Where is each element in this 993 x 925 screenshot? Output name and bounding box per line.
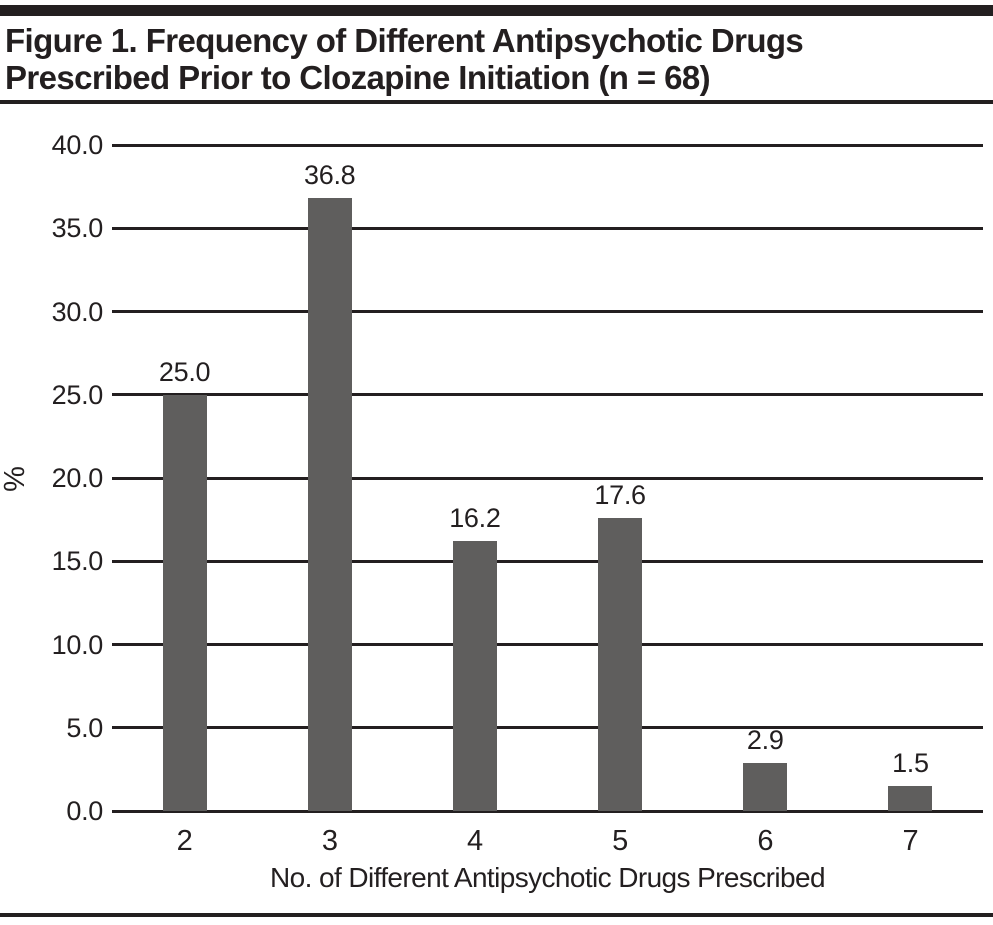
y-tick-label-0.0: 0.0 [66,796,103,826]
x-axis-title: No. of Different Antipsychotic Drugs Pre… [270,862,825,893]
bar-value-label-2: 25.0 [158,356,211,387]
bar-chart: % 0.0 5.0 10.0 15.0 20.0 25.0 30.0 35.0 40.0 25.0… [0,130,993,857]
y-tick-label-35.0: 35.0 [51,213,104,244]
gridline-20.0 [112,476,983,480]
x-tick-label-6: 6 [757,825,774,857]
gridline-25.0 [112,393,983,397]
bar-4 [452,541,497,811]
bar-3 [307,198,352,811]
x-tick-label-7: 7 [902,825,919,857]
y-tick-label-25.0: 25.0 [51,379,104,410]
bar-5 [598,517,643,811]
y-tick-label-10.0: 10.0 [51,629,104,660]
y-tick-label-15.0: 15.0 [51,546,104,577]
x-tick-label-3: 3 [321,825,338,857]
bar-value-label-5: 17.6 [594,479,646,510]
title-rule [0,100,993,104]
bar-value-label-4: 16.2 [449,503,501,534]
gridline-35.0 [112,226,983,230]
gridline-10.0 [112,643,983,646]
x-tick-label-4: 4 [466,825,483,857]
bar-value-label-7: 1.5 [892,748,929,779]
figure-title: Figure 1. Frequency of Different Antipsy… [5,22,990,96]
y-tick-label-20.0: 20.0 [51,463,104,493]
bar-value-label-3: 36.8 [304,160,356,191]
bar-2 [162,394,207,811]
gridline-30.0 [112,310,983,313]
figure-title-line-2: Prescribed Prior to Clozapine Initiation… [5,59,711,96]
bottom-rule [0,913,993,917]
bar-7 [888,786,933,811]
gridline-5.0 [112,726,983,730]
y-tick-label-40.0: 40.0 [51,130,104,160]
x-tick-label-5: 5 [612,825,628,857]
gridline-40.0 [112,143,983,147]
top-rule [0,5,993,16]
gridline-15.0 [112,559,983,563]
bar-value-label-6: 2.9 [746,724,784,755]
gridline-0.0 [112,809,983,813]
bar-6 [743,762,788,811]
y-tick-label-30.0: 30.0 [51,296,104,327]
figure-title-line-1: Figure 1. Frequency of Different Antipsy… [5,22,804,59]
y-tick-label-5.0: 5.0 [66,712,103,743]
x-tick-label-2: 2 [176,825,193,857]
